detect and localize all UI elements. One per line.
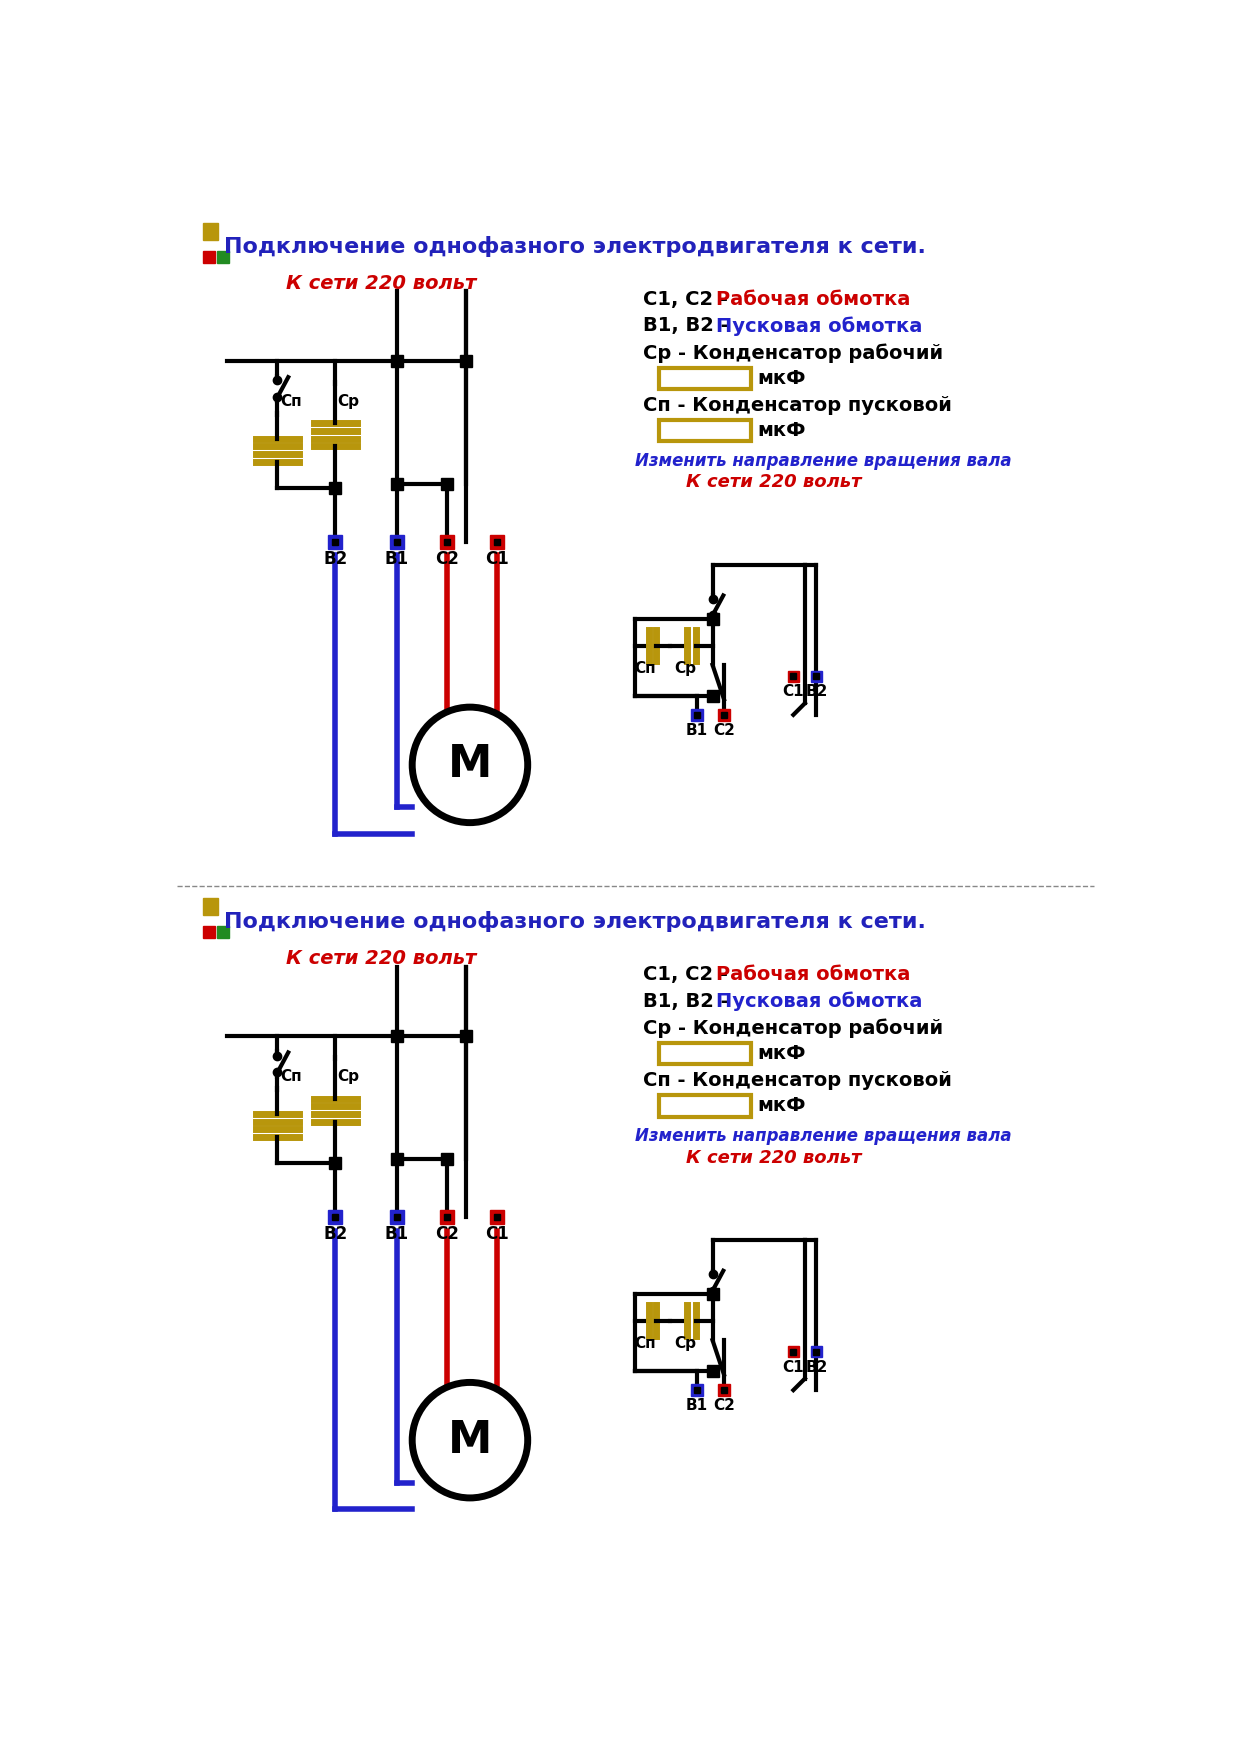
Bar — [440, 535, 454, 549]
Bar — [203, 898, 218, 916]
Bar — [692, 1384, 703, 1396]
Text: Рабочая обмотка: Рабочая обмотка — [717, 965, 910, 984]
Text: мкФ: мкФ — [758, 1096, 806, 1116]
Text: Сп: Сп — [634, 1337, 656, 1351]
Text: С1: С1 — [782, 1359, 805, 1375]
Bar — [658, 1094, 751, 1117]
Text: В1: В1 — [384, 549, 409, 568]
Text: М: М — [448, 744, 492, 786]
Text: В2: В2 — [805, 684, 827, 700]
Bar — [203, 926, 215, 938]
Text: С2: С2 — [713, 723, 735, 738]
Bar — [389, 535, 404, 549]
Text: В1: В1 — [384, 1224, 409, 1244]
Text: С1, С2 -: С1, С2 - — [644, 289, 735, 309]
Bar — [811, 670, 822, 682]
Text: С1, С2 -: С1, С2 - — [644, 965, 735, 984]
Bar — [718, 709, 730, 721]
Text: Изменить направление вращения вала: Изменить направление вращения вала — [635, 453, 1012, 470]
Text: В2: В2 — [324, 549, 347, 568]
Bar — [217, 926, 229, 938]
Text: В1: В1 — [686, 1398, 708, 1414]
Bar — [811, 1345, 822, 1358]
Text: Ср: Ср — [337, 395, 360, 409]
Text: Ср - Конденсатор рабочий: Ср - Конденсатор рабочий — [644, 344, 944, 363]
Bar — [329, 535, 342, 549]
Text: мкФ: мкФ — [758, 1044, 806, 1063]
Text: С2: С2 — [435, 549, 459, 568]
Bar — [692, 709, 703, 721]
Text: С2: С2 — [435, 1224, 459, 1244]
Text: Ср: Ср — [675, 661, 696, 675]
Bar — [217, 251, 229, 263]
Text: В2: В2 — [324, 1224, 347, 1244]
Text: С1: С1 — [485, 1224, 508, 1244]
Text: Ср: Ср — [675, 1337, 696, 1351]
Text: Сп: Сп — [280, 1070, 301, 1084]
Bar — [440, 1210, 454, 1224]
Text: В1, В2 -: В1, В2 - — [644, 316, 735, 335]
Bar — [658, 1044, 751, 1065]
Text: Сп - Конденсатор пусковой: Сп - Конденсатор пусковой — [644, 396, 952, 414]
Text: Рабочая обмотка: Рабочая обмотка — [717, 289, 910, 309]
Text: В1, В2 -: В1, В2 - — [644, 991, 735, 1010]
Text: мкФ: мкФ — [758, 368, 806, 388]
Text: Сп: Сп — [280, 395, 301, 409]
Text: М: М — [448, 1419, 492, 1461]
Text: Пусковая обмотка: Пусковая обмотка — [717, 316, 923, 335]
Text: К сети 220 вольт: К сети 220 вольт — [686, 474, 861, 491]
Text: К сети 220 вольт: К сети 220 вольт — [286, 949, 476, 968]
Bar — [787, 1345, 799, 1358]
Text: Ср - Конденсатор рабочий: Ср - Конденсатор рабочий — [644, 1019, 944, 1038]
Text: К сети 220 вольт: К сети 220 вольт — [686, 1149, 861, 1166]
Bar — [490, 535, 503, 549]
Bar — [203, 223, 218, 240]
Bar — [787, 670, 799, 682]
Text: Сп - Конденсатор пусковой: Сп - Конденсатор пусковой — [644, 1072, 952, 1089]
Text: Подключение однофазного электродвигателя к сети.: Подключение однофазного электродвигателя… — [224, 237, 926, 258]
Bar — [490, 1210, 503, 1224]
Text: Пусковая обмотка: Пусковая обмотка — [717, 991, 923, 1010]
Text: В2: В2 — [805, 1359, 827, 1375]
Text: С2: С2 — [713, 1398, 735, 1414]
Text: Подключение однофазного электродвигателя к сети.: Подключение однофазного электродвигателя… — [224, 912, 926, 933]
Text: мкФ: мкФ — [758, 421, 806, 440]
Bar — [203, 251, 215, 263]
Bar — [718, 1384, 730, 1396]
Text: В1: В1 — [686, 723, 708, 738]
Bar — [389, 1210, 404, 1224]
Text: С1: С1 — [485, 549, 508, 568]
Text: Сп: Сп — [634, 661, 656, 675]
Bar — [329, 1210, 342, 1224]
Bar — [658, 419, 751, 442]
Text: К сети 220 вольт: К сети 220 вольт — [286, 274, 476, 293]
Text: Ср: Ср — [337, 1070, 360, 1084]
Text: С1: С1 — [782, 684, 805, 700]
Bar — [658, 368, 751, 389]
Text: Изменить направление вращения вала: Изменить направление вращения вала — [635, 1128, 1012, 1145]
